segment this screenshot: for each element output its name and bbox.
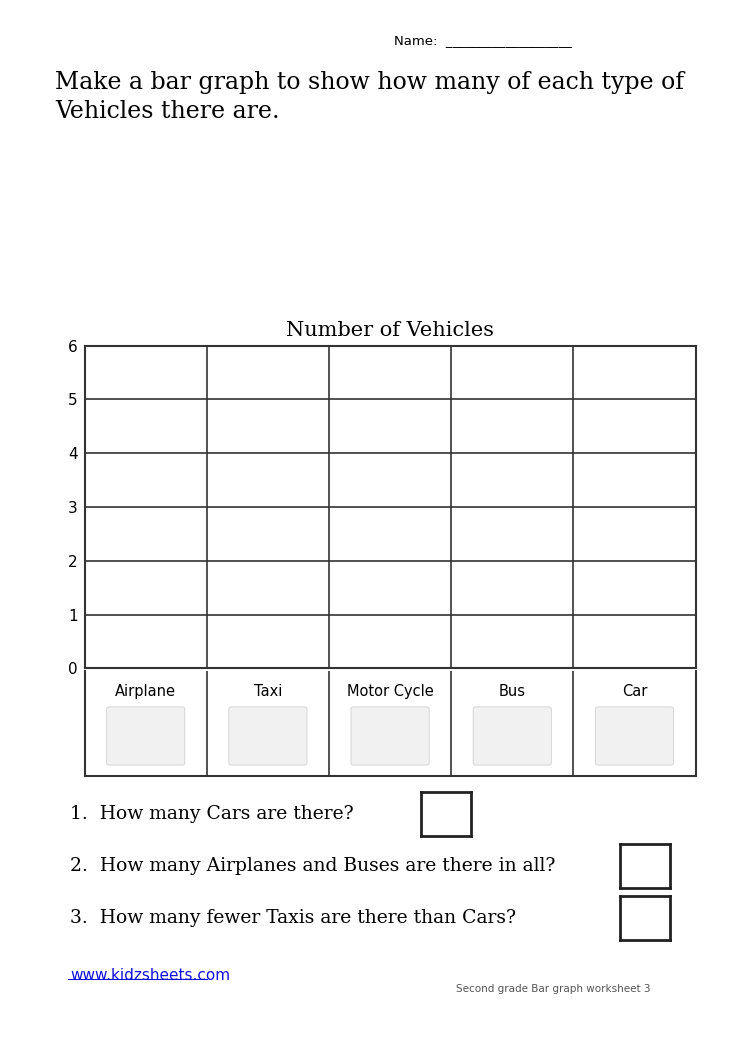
Title: Number of Vehicles: Number of Vehicles (286, 321, 494, 340)
Text: Airplane: Airplane (116, 684, 176, 699)
Text: Vehicles there are.: Vehicles there are. (55, 100, 280, 123)
FancyBboxPatch shape (107, 707, 185, 765)
Text: Name:  ___________________: Name: ___________________ (394, 34, 572, 47)
FancyBboxPatch shape (473, 707, 551, 765)
FancyBboxPatch shape (229, 707, 307, 765)
Text: Make a bar graph to show how many of each type of: Make a bar graph to show how many of eac… (55, 71, 684, 94)
FancyBboxPatch shape (595, 707, 673, 765)
Text: Car: Car (622, 684, 647, 699)
FancyBboxPatch shape (351, 707, 429, 765)
Text: Second grade Bar graph worksheet 3: Second grade Bar graph worksheet 3 (456, 984, 651, 994)
Text: www.kidzsheets.com: www.kidzsheets.com (70, 968, 230, 983)
Text: Bus: Bus (499, 684, 526, 699)
Text: 1.  How many Cars are there?: 1. How many Cars are there? (70, 805, 353, 823)
Text: 2.  How many Airplanes and Buses are there in all?: 2. How many Airplanes and Buses are ther… (70, 857, 555, 875)
Text: Taxi: Taxi (254, 684, 282, 699)
Text: 3.  How many fewer Taxis are there than Cars?: 3. How many fewer Taxis are there than C… (70, 909, 516, 928)
Text: Motor Cycle: Motor Cycle (347, 684, 434, 699)
